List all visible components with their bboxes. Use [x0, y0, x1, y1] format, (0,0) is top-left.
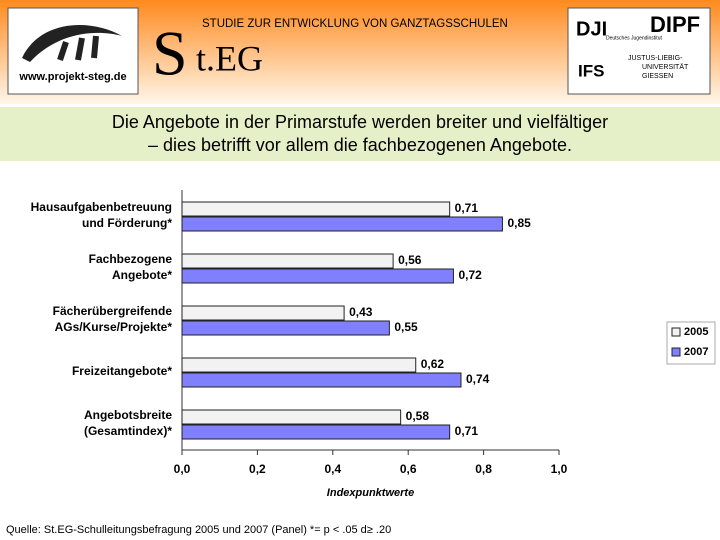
uni: JUSTUS-LIEBIG-	[628, 55, 683, 62]
x-tick-label: 1,0	[551, 462, 568, 476]
x-tick-label: 0,6	[400, 462, 417, 476]
category-label: AGs/Kurse/Projekte*	[55, 320, 173, 334]
partner-box	[567, 7, 711, 95]
value-label: 0,71	[455, 201, 479, 215]
bar	[181, 216, 503, 232]
x-tick-label: 0,2	[249, 462, 266, 476]
value-label: 0,72	[458, 268, 482, 282]
uni: UNIVERSITÄT	[642, 63, 689, 71]
value-label: 0,74	[466, 372, 490, 386]
bar	[181, 372, 462, 388]
url: www.projekt-steg.de	[18, 71, 126, 83]
value-label: 0,55	[394, 320, 418, 334]
footer: Quelle: St.EG-Schulleitungsbefragung 200…	[6, 524, 391, 536]
title-band	[0, 107, 720, 161]
category-label: Angebotsbreite	[84, 408, 172, 422]
logo-big: S	[152, 18, 188, 89]
category-label: (Gesamtindex)*	[84, 424, 172, 438]
legend-label: 2007	[684, 346, 708, 358]
value-label: 0,43	[349, 305, 373, 319]
x-tick-label: 0,8	[475, 462, 492, 476]
dipf: DIPF	[650, 12, 700, 37]
bar	[181, 409, 402, 425]
x-tick-label: 0,0	[174, 462, 191, 476]
value-label: 0,56	[398, 253, 422, 267]
x-tick-label: 0,4	[324, 462, 341, 476]
value-label: 0,71	[455, 424, 479, 438]
uni: GIESSEN	[642, 73, 673, 80]
category-label: Fächerübergreifende	[53, 304, 173, 318]
category-label: Hausaufgabenbetreuung	[31, 200, 172, 214]
category-label: Fachbezogene	[89, 252, 173, 266]
bar	[181, 357, 417, 373]
bar	[181, 305, 345, 321]
category-label: und Förderung*	[82, 216, 172, 230]
bar	[181, 201, 451, 217]
legend-swatch	[671, 347, 681, 357]
slide-title: – dies betrifft vor allem die fachbezoge…	[148, 135, 572, 155]
logo-marks	[57, 35, 99, 61]
bar	[181, 268, 454, 284]
category-label: Angebote*	[112, 268, 172, 282]
legend-label: 2005	[684, 326, 708, 338]
category-label: Freizeitangebote*	[72, 364, 172, 378]
value-label: 0,58	[406, 409, 430, 423]
value-label: 0,62	[421, 357, 445, 371]
logo-rest: t.EG	[196, 38, 263, 78]
bar	[181, 320, 390, 336]
value-label: 0,85	[507, 216, 531, 230]
slide-title: Die Angebote in der Primarstufe werden b…	[112, 112, 608, 132]
dji: DJI	[576, 18, 607, 40]
logo-swoosh	[22, 25, 122, 62]
bar	[181, 253, 394, 269]
dji-sub: Deutsches Jugendinstitut	[606, 35, 662, 41]
x-axis-label: Indexpunktwerte	[327, 487, 414, 499]
bar	[181, 424, 451, 440]
ifs: IFS	[578, 61, 604, 80]
study-title: STUDIE ZUR ENTWICKLUNG VON GANZTAGSSCHUL…	[202, 18, 508, 30]
legend-swatch	[671, 327, 681, 337]
